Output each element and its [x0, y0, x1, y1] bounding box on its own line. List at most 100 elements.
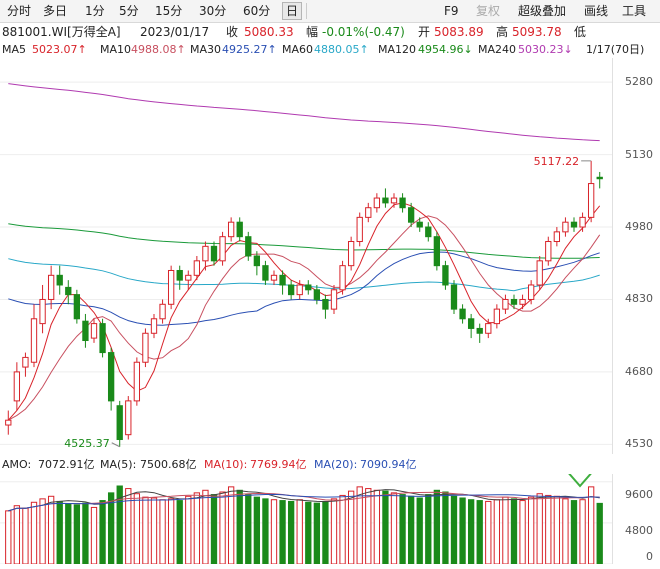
high-value: 5093.78 — [512, 25, 562, 39]
candle-body — [553, 231, 561, 243]
down-arrow-icon — [568, 474, 592, 488]
tab-daily[interactable]: 日 — [282, 2, 303, 20]
volume-bar — [176, 500, 183, 564]
close-value: 5080.33 — [244, 25, 294, 39]
security-code: 881001.WI[万得全A] — [2, 25, 121, 39]
candle-body — [39, 298, 46, 325]
volume-bar — [467, 499, 475, 564]
high-label: 高 — [496, 25, 509, 39]
volume-bar — [442, 491, 449, 564]
candle-body — [450, 284, 458, 310]
volume-bar — [502, 496, 509, 564]
volume-bar — [562, 498, 569, 564]
candle-body — [99, 323, 106, 354]
volume-bar — [116, 485, 123, 564]
vol-ma20-label: MA(20): — [314, 458, 358, 471]
volume-bar — [167, 498, 175, 564]
volume-bar — [90, 506, 98, 564]
vol-ma5-value: 7500.68亿 — [140, 458, 197, 471]
volume-bar — [587, 486, 595, 564]
f9-button[interactable]: F9 — [444, 4, 459, 18]
price-tick: 5280 — [625, 75, 653, 89]
quote-date: 2023/01/17 — [140, 25, 210, 39]
candle-body — [433, 236, 441, 267]
volume-chart[interactable] — [0, 474, 612, 564]
candle-body — [287, 284, 295, 296]
tab-multi-day[interactable]: 多日 — [43, 4, 68, 18]
volume-bar — [245, 494, 252, 564]
vol-ma5-label: MA(5): — [100, 458, 137, 471]
candle-body — [562, 221, 569, 233]
toolbar-divider — [306, 3, 307, 19]
candle-body — [193, 260, 201, 276]
price-tick: 4530 — [625, 437, 653, 451]
volume-bar — [253, 496, 261, 564]
candlestick-chart[interactable]: 5117.22 4525.37 — [0, 58, 612, 454]
tab-1min[interactable]: 1分 — [85, 4, 105, 18]
candle-body — [125, 400, 132, 436]
volume-bar — [236, 489, 243, 564]
tab-30min[interactable]: 30分 — [199, 4, 227, 18]
candle-body — [116, 405, 123, 441]
volume-bar — [47, 495, 55, 564]
volume-bar — [227, 486, 235, 564]
adjust-button[interactable]: 复权 — [476, 4, 501, 18]
volume-bar — [339, 494, 346, 564]
amo-value: 7072.91亿 — [38, 458, 95, 471]
volume-bar — [399, 494, 406, 564]
volume-bar — [73, 504, 81, 564]
volume-bar — [13, 505, 21, 564]
open-label: 开 — [418, 25, 431, 39]
tab-15min[interactable]: 15分 — [155, 4, 183, 18]
tab-5min[interactable]: 5分 — [119, 4, 139, 18]
candle-body — [253, 255, 261, 267]
period-range: 1/17(70日) — [586, 43, 645, 56]
volume-bar — [30, 501, 38, 564]
tools-button[interactable]: 工具 — [622, 4, 647, 18]
candle-body — [390, 197, 398, 204]
price-tick: 4830 — [625, 292, 653, 306]
volume-bar — [390, 492, 398, 564]
amo-label: AMO: — [2, 458, 32, 471]
ma5-line — [7, 202, 601, 421]
candle-body — [270, 274, 278, 281]
volume-bar — [305, 501, 312, 564]
candle-body — [176, 269, 183, 281]
tab-intraday[interactable]: 分时 — [7, 4, 32, 18]
tab-60min[interactable]: 60分 — [243, 4, 271, 18]
change-label: 幅 — [306, 25, 319, 39]
candle-body — [22, 356, 29, 368]
candle-body — [65, 286, 72, 296]
price-axis: 5280 5130 4980 4830 4680 4530 — [612, 58, 660, 454]
draw-line-button[interactable]: 画线 — [584, 4, 609, 18]
candle-body — [365, 207, 372, 218]
candle-body — [279, 274, 286, 286]
ma30-value: 4925.27↑ — [222, 43, 277, 56]
candle-body — [296, 284, 303, 296]
ma5-value: 5023.07↑ — [32, 43, 87, 56]
candle-body — [142, 332, 149, 363]
volume-bar — [476, 500, 483, 564]
ma10-label: MA10 — [100, 43, 132, 56]
change-value: -0.01%(-0.47) — [322, 25, 405, 39]
candle-body — [159, 303, 166, 320]
candle-body — [322, 298, 329, 310]
ma-legend: MA5 5023.07↑ MA10 4988.08↑ MA30 4925.27↑… — [0, 41, 660, 58]
volume-bar — [433, 489, 441, 564]
ma60-line — [8, 258, 600, 292]
overlay-button[interactable]: 超级叠加 — [518, 4, 567, 18]
candle-body — [82, 320, 89, 342]
candle-body — [262, 265, 269, 281]
candle-body — [219, 236, 226, 262]
price-tick: 5130 — [625, 147, 653, 161]
volume-bar — [107, 492, 115, 564]
volume-bar — [553, 495, 561, 564]
volume-bar — [219, 491, 226, 564]
volume-bar — [99, 500, 106, 564]
ma5-label: MA5 — [2, 43, 27, 56]
candle-body — [467, 318, 475, 329]
ma30-label: MA30 — [190, 43, 222, 56]
volume-bar — [185, 495, 192, 564]
volume-bar — [373, 489, 381, 564]
volume-bar — [527, 496, 535, 564]
